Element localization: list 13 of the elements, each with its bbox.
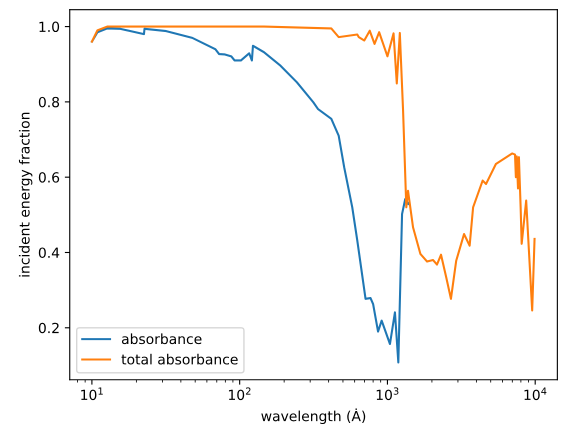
y-tick-label: 0.8 xyxy=(38,96,60,108)
x-axis-title: wavelength (Ȧ) xyxy=(261,408,366,424)
y-axis-title: incident energy fraction xyxy=(18,112,32,277)
legend-label: total absorbance xyxy=(122,354,238,365)
legend-label: absorbance xyxy=(122,333,202,344)
x-tick-label: 10$^{3}$ xyxy=(376,387,398,400)
x-tick-label: 10$^{4}$ xyxy=(524,388,546,400)
y-tick-label: 0.2 xyxy=(38,322,59,334)
y-tick-label: 1.0 xyxy=(39,22,60,32)
y-tick-label: 0.4 xyxy=(38,247,60,258)
y-tick-label: 0.6 xyxy=(38,172,60,183)
x-tick-label: 10$^{2}$ xyxy=(228,387,250,400)
x-tick-label: 10$^{1}$ xyxy=(81,388,103,400)
